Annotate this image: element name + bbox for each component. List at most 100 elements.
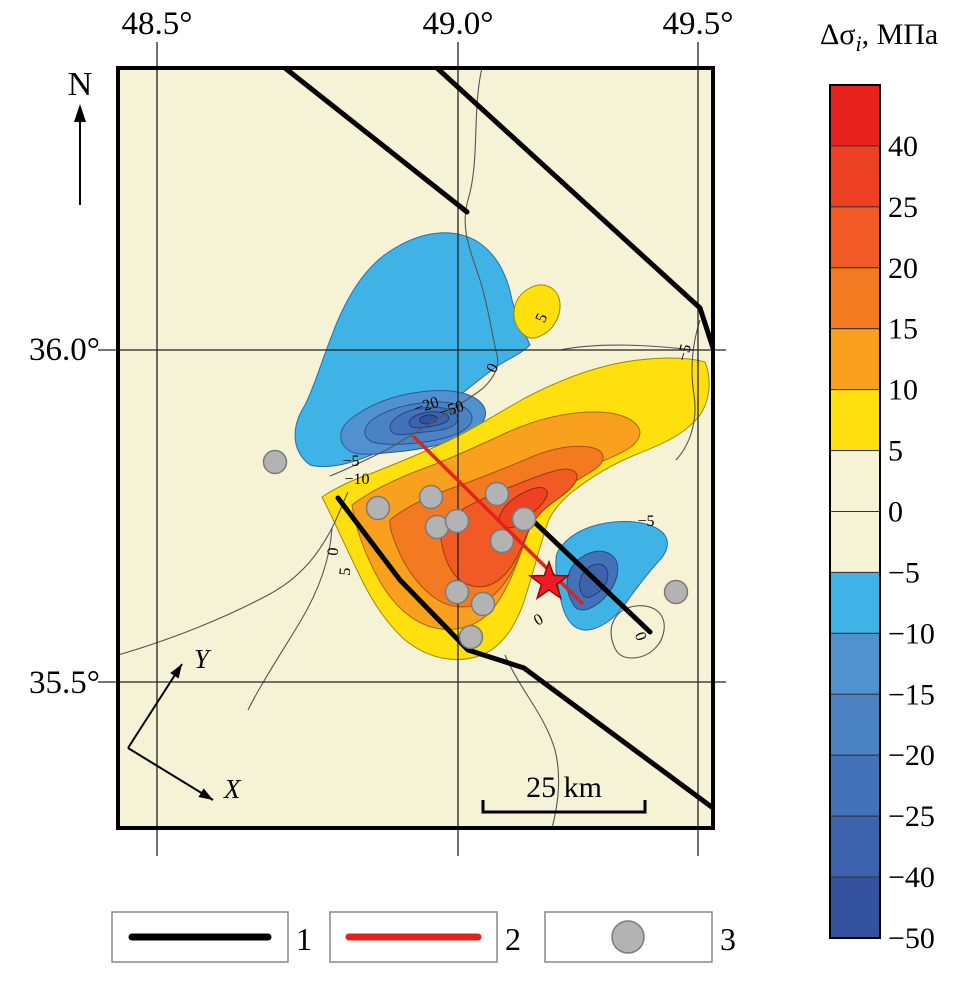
legend-item-fault: 1 — [111, 911, 312, 963]
lon-label-49-5: 49.5° — [663, 6, 734, 42]
x-axis-arrow-icon — [198, 788, 213, 800]
colorbar-segment-4 — [829, 328, 881, 391]
map-frame — [116, 66, 715, 830]
y-axis-label: Y — [194, 644, 212, 674]
legend: 1 2 3 — [111, 911, 736, 963]
thin-contour-east — [675, 319, 701, 461]
fault-line-se — [525, 513, 653, 635]
colorbar-segment-2 — [829, 206, 881, 269]
y-axis-shaft — [127, 663, 183, 749]
colorbar-tick-label-9: −15 — [888, 678, 935, 711]
fault-line-nw — [282, 68, 470, 215]
x-axis-label: X — [223, 774, 242, 804]
epicenter-5 — [484, 481, 510, 507]
colorbar-segment-9 — [829, 632, 881, 695]
colorbar-segment-1 — [829, 145, 881, 208]
legend-item-epicenter: 3 — [544, 911, 736, 963]
epicenter-10 — [458, 624, 484, 650]
main-shock-star — [527, 559, 571, 601]
contour-label-7: −5 — [637, 513, 654, 530]
thin-contour-ne — [559, 344, 696, 351]
epicenter-4 — [444, 508, 470, 534]
colorbar-segment-12 — [829, 815, 881, 878]
epicenter-9 — [470, 591, 496, 617]
thin-contour-layer — [118, 68, 701, 828]
contour-fill-neg50 — [419, 414, 438, 425]
colorbar-segment-0 — [829, 84, 881, 147]
lat-label-35-5: 35.5° — [29, 665, 100, 701]
north-arrow: N — [68, 66, 93, 205]
epicenter-6 — [511, 506, 537, 532]
epicenter-2 — [418, 484, 444, 510]
colorbar-tick-label-6: 0 — [888, 496, 903, 529]
graticule — [98, 42, 726, 856]
colorbar-segment-3 — [829, 267, 881, 330]
fault-line-south — [335, 495, 713, 811]
colorbar-title: Δσi, МПа — [820, 18, 938, 56]
lon-label-49-0: 49.0° — [423, 6, 494, 42]
thin-contour-north — [329, 68, 499, 477]
scale-bar-label: 25 km — [526, 771, 602, 804]
x-axis-shaft — [127, 747, 214, 801]
epicenter-8 — [444, 579, 470, 605]
colorbar-tick-label-1: 25 — [888, 191, 918, 224]
colorbar-tick-label-13: −50 — [888, 922, 935, 955]
colorbar-segment-13 — [829, 876, 881, 939]
colorbar-tick-label-12: −40 — [888, 861, 935, 894]
colorbar-segment-8 — [829, 571, 881, 634]
contour-label-2: −20 — [412, 394, 441, 418]
north-label: N — [68, 66, 93, 103]
north-arrow-head-icon — [74, 104, 86, 122]
colorbar-segment-7 — [829, 511, 881, 573]
contour-label-3: −50 — [437, 398, 466, 422]
colorbar-tick-label-0: 40 — [888, 130, 918, 163]
legend-item-rupture: 2 — [329, 911, 521, 963]
contour-label-6: −5 — [674, 342, 695, 363]
colorbar-tick-label-10: −20 — [888, 739, 935, 772]
map-fill-layer — [118, 68, 713, 828]
scale-bar: 25 km — [481, 771, 647, 814]
y-axis-arrow-icon — [170, 664, 182, 679]
contour-label-0: −5 — [342, 453, 359, 470]
thin-contour-sw — [247, 527, 333, 711]
scale-bar-line — [481, 800, 647, 814]
colorbar-title-sub: i — [855, 31, 861, 56]
fault-layer — [282, 68, 713, 811]
colorbar-tick-label-7: −5 — [888, 556, 920, 589]
colorbar-title-suffix: , МПа — [862, 18, 939, 51]
colorbar-segment-6 — [829, 450, 881, 513]
contour-label-1: −10 — [344, 471, 369, 488]
legend-number-1: 1 — [296, 921, 312, 957]
colorbar-tick-label-11: −25 — [888, 800, 935, 833]
colorbar-title-prefix: Δσ — [820, 18, 855, 51]
contour-label-8: 0 — [325, 547, 343, 556]
colorbar-tick-label-3: 15 — [888, 313, 918, 346]
colorbar-tick-label-2: 20 — [888, 252, 918, 285]
colorbar-tick-label-5: 5 — [888, 435, 903, 468]
local-axes: Y X — [127, 644, 242, 804]
colorbar-border — [829, 84, 881, 939]
epicenter-0 — [262, 449, 288, 475]
legend-number-2: 2 — [505, 921, 521, 957]
legend-number-3: 3 — [720, 921, 736, 957]
contour-label-9: 5 — [337, 567, 355, 576]
colorbar-tick-label-4: 10 — [888, 374, 918, 407]
colorbar-segments: 40 25 20 15 10 5 0 −5 −10 −15 −20 −25 −40 −50 — [829, 84, 935, 955]
epicenter-7 — [489, 528, 515, 554]
colorbar-segment-10 — [829, 693, 881, 756]
colorbar-segment-5 — [829, 389, 881, 452]
epicenter-1 — [365, 495, 391, 521]
colorbar-tick-label-8: −10 — [888, 617, 935, 650]
colorbar-segment-11 — [829, 754, 881, 817]
epicenter-circle-icon — [611, 920, 645, 954]
contour-fill-pos5-small — [513, 284, 561, 339]
thin-contour-se-closed — [610, 605, 665, 659]
epicenter-layer — [262, 449, 689, 650]
fault-line-ne — [434, 68, 713, 351]
lon-label-48-5: 48.5° — [122, 6, 193, 42]
lat-label-36-0: 36.0° — [29, 332, 100, 368]
thin-contour-west — [118, 491, 349, 656]
